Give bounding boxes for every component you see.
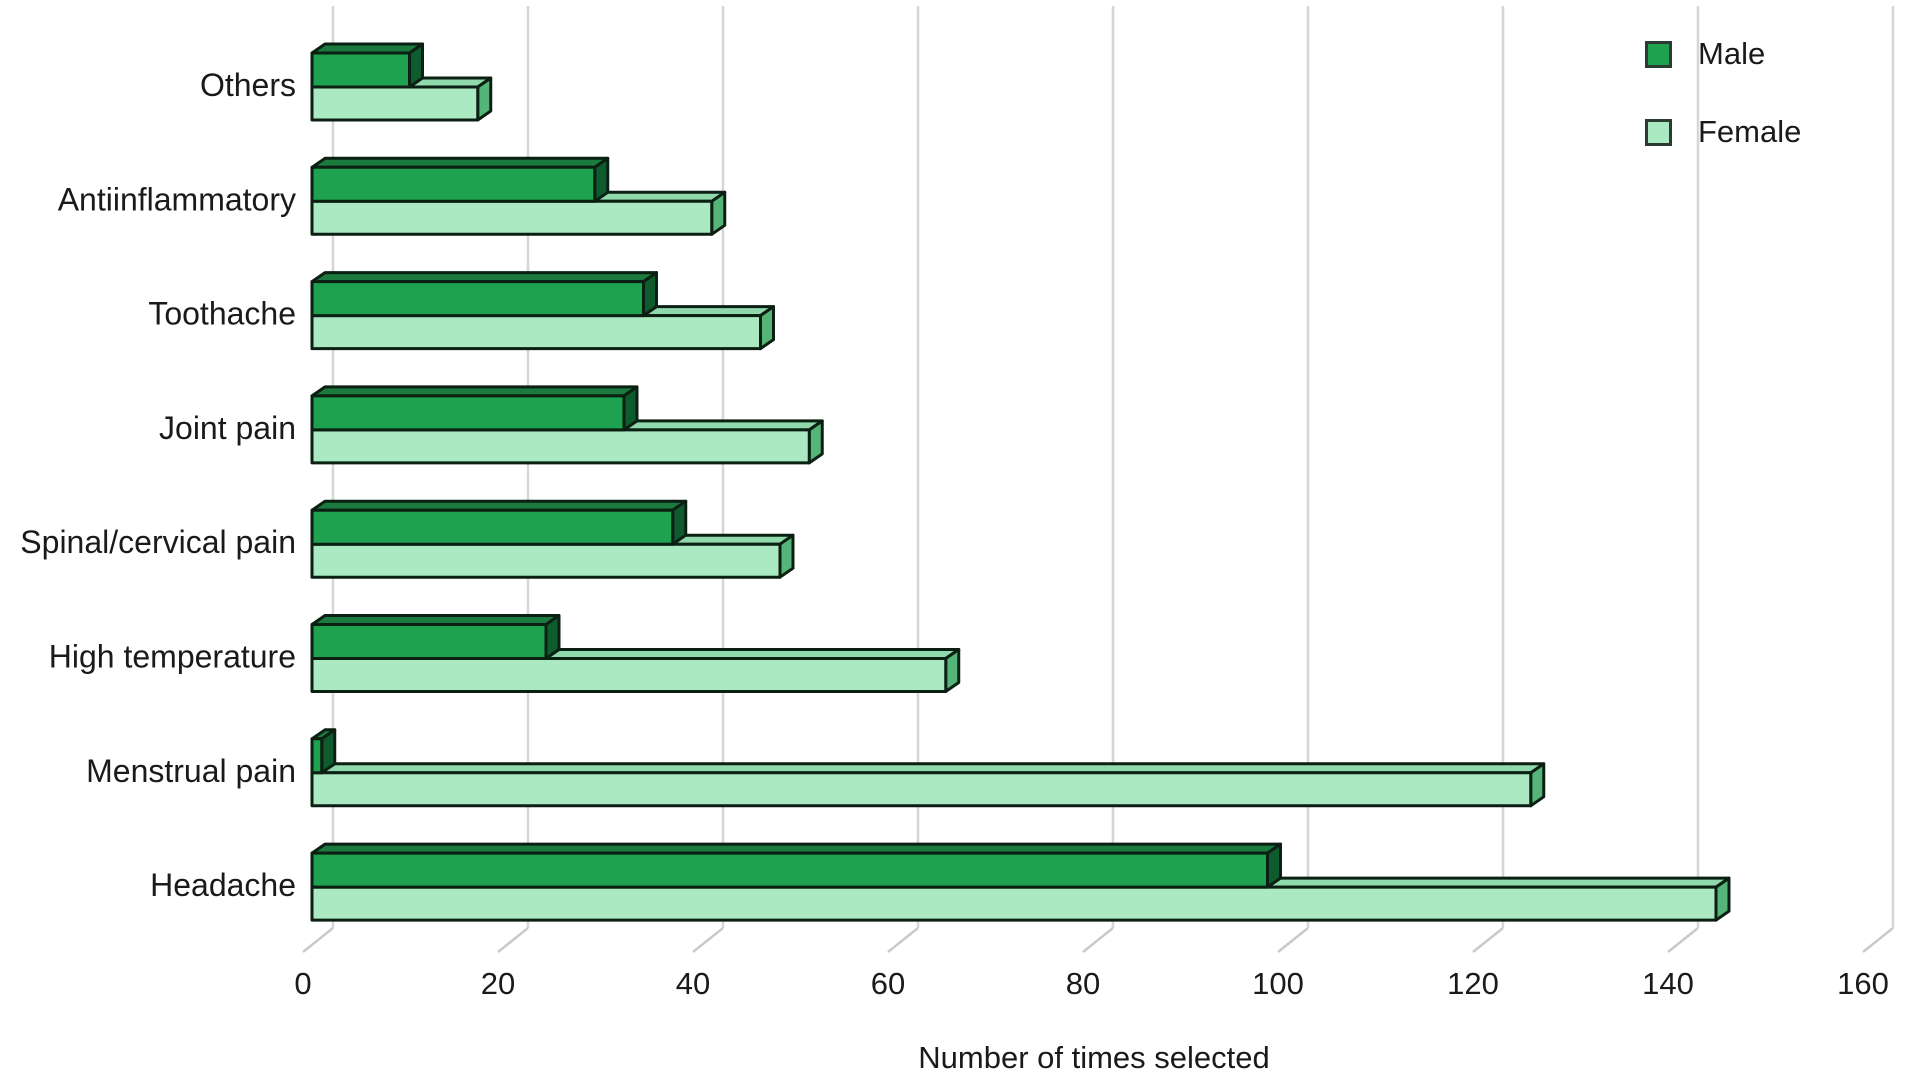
category-label: Toothache xyxy=(148,296,296,332)
male-bar-side-face xyxy=(320,728,337,775)
category-label: Joint pain xyxy=(159,410,296,446)
x-tick-label: 160 xyxy=(1837,966,1889,1001)
female-bar-side-face xyxy=(807,419,824,465)
male-bar-side-face xyxy=(642,271,658,318)
x-tick xyxy=(1862,927,1894,953)
x-tick-label: 60 xyxy=(871,966,905,1001)
female-bar-front-face xyxy=(310,542,782,579)
male-bar-side-face xyxy=(408,42,424,89)
x-tick xyxy=(692,927,724,953)
female-bar-side-face xyxy=(778,533,795,579)
x-tick xyxy=(1277,927,1309,953)
female-bar-side-face xyxy=(759,305,775,351)
x-tick xyxy=(1472,927,1504,953)
female-bar-front-face xyxy=(310,771,1533,808)
legend-label-female: Female xyxy=(1698,114,1802,149)
category-label: Menstrual pain xyxy=(86,753,296,789)
male-bar-front-face xyxy=(310,737,324,775)
male-bar-side-face xyxy=(622,385,639,432)
female-bar-side-face xyxy=(476,76,493,122)
male-bar-front-face xyxy=(310,623,548,660)
x-tick-label: 120 xyxy=(1447,966,1499,1001)
female-bar-side-face xyxy=(710,190,727,236)
x-tick-label: 20 xyxy=(481,966,515,1001)
x-tick xyxy=(497,927,529,953)
female-bar-front-face xyxy=(310,885,1718,922)
female-swatch-icon xyxy=(1645,118,1672,146)
male-bar-side-face xyxy=(671,499,688,546)
male-bar-front-face xyxy=(310,851,1269,889)
legend-item-male: Male xyxy=(1645,36,1801,72)
female-bar-front-face xyxy=(310,657,948,693)
category-label: High temperature xyxy=(49,639,296,675)
x-tick-label: 140 xyxy=(1642,966,1694,1001)
female-bar-front-face xyxy=(310,85,480,122)
category-label: Headache xyxy=(150,867,296,903)
x-tick xyxy=(1667,927,1699,953)
female-bar-side-face xyxy=(1714,876,1731,922)
male-bar-front-face xyxy=(310,394,626,432)
x-tick xyxy=(302,927,334,953)
male-bar-front-face xyxy=(310,51,411,89)
male-bar-front-face xyxy=(310,508,675,546)
male-swatch-icon xyxy=(1645,40,1672,68)
female-bar-side-face xyxy=(1529,762,1546,808)
male-bar-side-face xyxy=(1266,842,1282,889)
legend: Male Female xyxy=(1645,36,1801,150)
female-bar-front-face xyxy=(310,428,811,465)
legend-item-female: Female xyxy=(1645,114,1801,150)
category-label: Spinal/cervical pain xyxy=(20,524,296,560)
category-label: Others xyxy=(200,67,296,103)
x-tick-label: 0 xyxy=(294,966,311,1001)
female-bar-front-face xyxy=(310,199,714,236)
x-tick-label: 80 xyxy=(1066,966,1100,1001)
legend-label-male: Male xyxy=(1698,36,1766,71)
x-tick-label: 100 xyxy=(1252,966,1304,1001)
female-bar-front-face xyxy=(310,314,762,351)
male-bar-front-face xyxy=(310,280,645,318)
male-bar-front-face xyxy=(310,165,597,203)
x-axis-title: Number of times selected xyxy=(918,1040,1270,1075)
x-tick xyxy=(1082,927,1114,953)
female-bar-side-face xyxy=(944,648,961,693)
category-label: Antiinflammatory xyxy=(58,181,296,217)
x-tick-label: 40 xyxy=(676,966,710,1001)
x-tick xyxy=(887,927,919,953)
male-bar-side-face xyxy=(544,614,561,660)
male-bar-side-face xyxy=(593,156,610,203)
